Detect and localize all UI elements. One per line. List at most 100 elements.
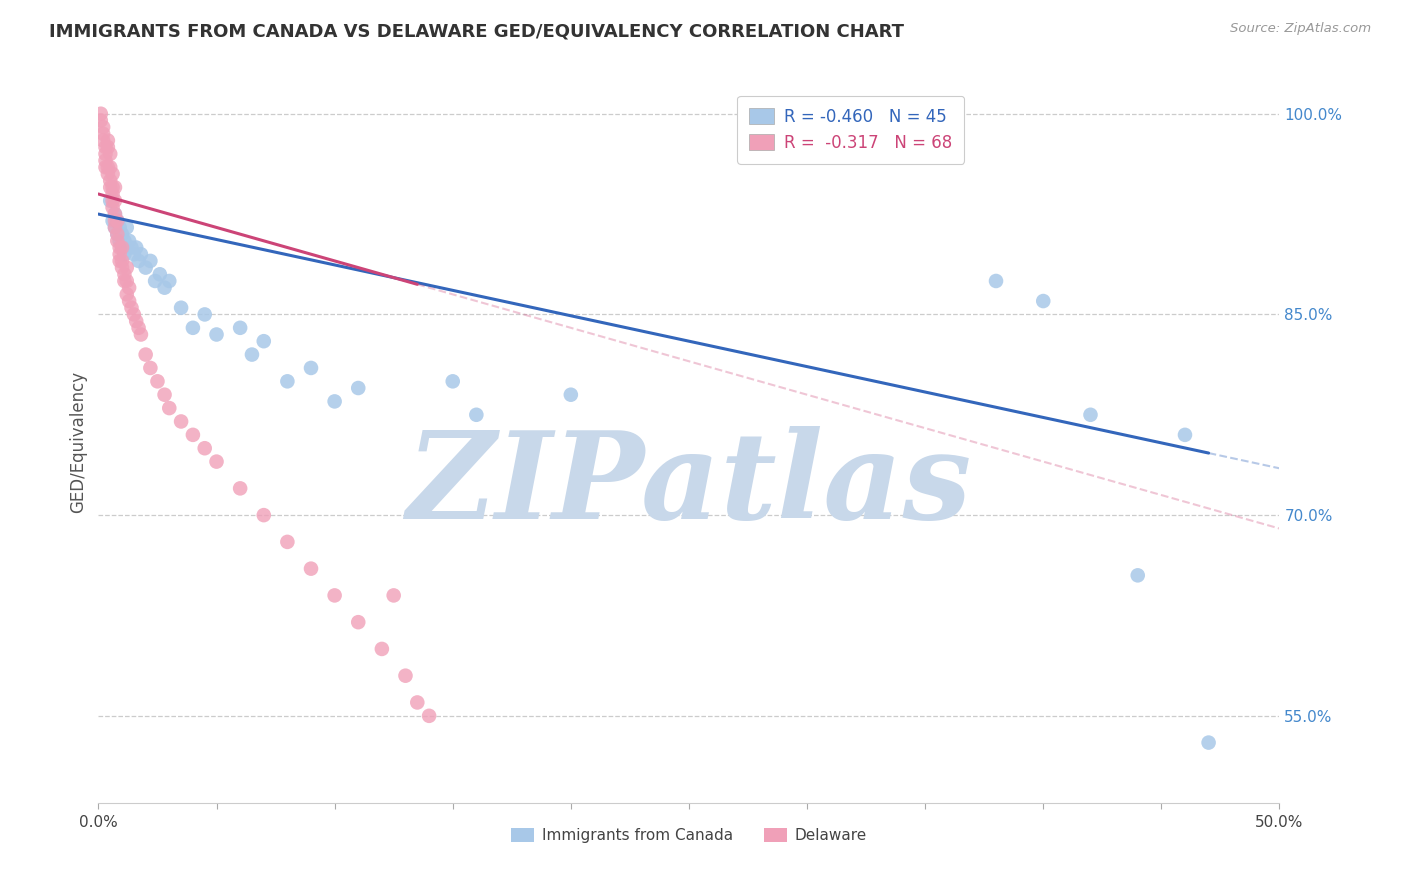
Point bbox=[253, 508, 276, 523]
Point bbox=[101, 213, 124, 227]
Point bbox=[118, 293, 141, 308]
Point bbox=[406, 695, 429, 709]
Point bbox=[115, 220, 138, 235]
Point bbox=[118, 234, 141, 248]
Point bbox=[135, 347, 157, 362]
Point bbox=[170, 301, 193, 315]
Point bbox=[418, 708, 440, 723]
Point bbox=[105, 234, 128, 248]
Text: ZIPatlas: ZIPatlas bbox=[406, 425, 972, 544]
Point bbox=[194, 441, 217, 455]
Point bbox=[143, 274, 166, 288]
Point bbox=[1198, 735, 1220, 749]
Point bbox=[97, 160, 120, 174]
Point bbox=[94, 160, 117, 174]
Point bbox=[129, 247, 152, 261]
Point bbox=[323, 589, 346, 603]
Point bbox=[371, 641, 394, 656]
Point bbox=[128, 320, 150, 334]
Point bbox=[299, 561, 322, 575]
Point bbox=[112, 274, 135, 288]
Point bbox=[104, 207, 127, 221]
Point bbox=[90, 113, 112, 128]
Point bbox=[112, 247, 135, 261]
Point bbox=[105, 227, 128, 241]
Point bbox=[91, 133, 114, 147]
Point bbox=[94, 146, 117, 161]
Point bbox=[146, 374, 169, 388]
Point bbox=[108, 247, 131, 261]
Point bbox=[170, 414, 193, 428]
Point bbox=[153, 387, 176, 401]
Point bbox=[108, 234, 131, 248]
Point bbox=[240, 347, 263, 362]
Point bbox=[112, 267, 135, 281]
Point bbox=[129, 327, 152, 342]
Point bbox=[101, 187, 124, 202]
Point bbox=[347, 615, 370, 630]
Point bbox=[121, 301, 143, 315]
Point bbox=[111, 240, 134, 254]
Point bbox=[104, 180, 127, 194]
Point bbox=[135, 260, 157, 275]
Point bbox=[108, 240, 131, 254]
Point bbox=[276, 374, 298, 388]
Point bbox=[101, 167, 124, 181]
Point bbox=[105, 213, 128, 227]
Point bbox=[97, 140, 120, 154]
Point bbox=[1080, 408, 1102, 422]
Point bbox=[149, 267, 172, 281]
Point bbox=[98, 160, 121, 174]
Text: Source: ZipAtlas.com: Source: ZipAtlas.com bbox=[1230, 22, 1371, 36]
Point bbox=[153, 280, 176, 294]
Point bbox=[229, 320, 252, 334]
Point bbox=[229, 482, 252, 496]
Point bbox=[112, 234, 135, 248]
Point bbox=[181, 427, 204, 442]
Point bbox=[105, 227, 128, 241]
Point bbox=[323, 394, 346, 409]
Point bbox=[560, 387, 582, 401]
Point bbox=[347, 381, 370, 395]
Point bbox=[205, 327, 228, 342]
Point bbox=[276, 534, 298, 549]
Point bbox=[205, 454, 228, 468]
Point bbox=[111, 240, 134, 254]
Point bbox=[111, 227, 134, 241]
Point bbox=[108, 253, 131, 268]
Point bbox=[108, 220, 131, 235]
Point bbox=[157, 274, 180, 288]
Point bbox=[98, 146, 121, 161]
Point bbox=[122, 307, 145, 321]
Point bbox=[104, 213, 127, 227]
Point bbox=[97, 167, 120, 181]
Point bbox=[125, 314, 148, 328]
Point bbox=[984, 274, 1007, 288]
Point bbox=[98, 180, 121, 194]
Point bbox=[104, 194, 127, 208]
Point bbox=[382, 589, 405, 603]
Point bbox=[1126, 568, 1149, 582]
Point bbox=[121, 240, 143, 254]
Point bbox=[194, 307, 217, 321]
Point bbox=[101, 200, 124, 214]
Point bbox=[394, 669, 416, 683]
Point bbox=[441, 374, 464, 388]
Text: IMMIGRANTS FROM CANADA VS DELAWARE GED/EQUIVALENCY CORRELATION CHART: IMMIGRANTS FROM CANADA VS DELAWARE GED/E… bbox=[49, 22, 904, 40]
Point bbox=[1174, 427, 1197, 442]
Point bbox=[299, 360, 322, 375]
Legend: Immigrants from Canada, Delaware: Immigrants from Canada, Delaware bbox=[505, 822, 873, 849]
Point bbox=[98, 194, 121, 208]
Point bbox=[111, 260, 134, 275]
Point bbox=[125, 240, 148, 254]
Point bbox=[157, 401, 180, 415]
Point bbox=[139, 253, 162, 268]
Point bbox=[104, 207, 127, 221]
Point bbox=[105, 213, 128, 227]
Y-axis label: GED/Equivalency: GED/Equivalency bbox=[69, 370, 87, 513]
Point bbox=[115, 287, 138, 301]
Point bbox=[98, 173, 121, 187]
Point bbox=[104, 220, 127, 235]
Point bbox=[94, 140, 117, 154]
Point bbox=[253, 334, 276, 348]
